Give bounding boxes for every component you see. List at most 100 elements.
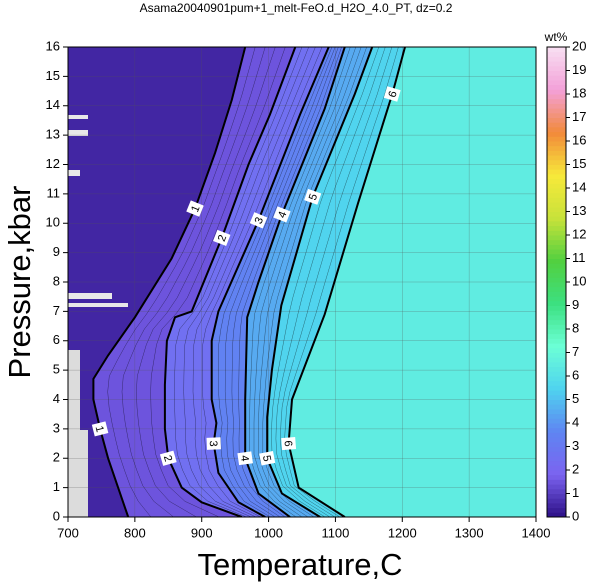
colorbar-tick-label: 5 — [572, 391, 579, 406]
colorbar-cell — [547, 159, 566, 165]
colorbar-cell — [547, 507, 566, 513]
colorbar-cell — [547, 206, 566, 212]
colorbar-cell — [547, 470, 566, 476]
contour-line — [210, 47, 330, 517]
minor-contour — [136, 47, 276, 517]
colorbar-cell — [547, 380, 566, 386]
colorbar-tick-label: 11 — [572, 250, 586, 265]
y-tick-label: 2 — [53, 450, 60, 465]
y-tick-label: 14 — [46, 97, 60, 112]
contour-line — [266, 47, 374, 517]
colorbar-cell — [547, 390, 566, 396]
x-tick-label: 1100 — [321, 525, 349, 540]
colorbar-cell — [547, 173, 566, 180]
colorbar-cell — [547, 441, 566, 447]
colorbar-cell — [547, 155, 566, 161]
minor-contour — [271, 47, 379, 517]
colorbar-cell — [547, 498, 566, 504]
contour-line — [287, 47, 406, 517]
colorbar-cell — [547, 126, 566, 133]
y-tick-label: 1 — [53, 479, 60, 494]
colorbar-cell — [547, 89, 566, 95]
colorbar-cell — [547, 427, 566, 433]
colorbar-tick-label: 20 — [572, 38, 586, 53]
y-tick-label: 0 — [53, 508, 60, 523]
y-tick-label: 16 — [46, 38, 60, 53]
colorbar-cell — [547, 291, 566, 297]
contour-label-bg — [159, 450, 177, 466]
colorbar-cell — [547, 216, 566, 222]
colorbar-cell — [547, 446, 566, 452]
colorbar-cell — [547, 493, 566, 499]
colorbar-cell — [547, 183, 566, 189]
colorbar-tick-label: 4 — [572, 414, 579, 429]
no-data-cell — [68, 115, 88, 119]
colorbar-cell — [547, 230, 566, 236]
minor-contour — [192, 47, 316, 517]
colorbar-cell — [547, 225, 566, 231]
colorbar-cell — [547, 333, 566, 339]
minor-contour — [225, 47, 336, 517]
colorbar-tick-label: 8 — [572, 320, 579, 335]
contour-label-bg — [206, 437, 221, 450]
colorbar-cell — [547, 347, 566, 353]
contour-label: 2 — [216, 233, 229, 243]
colorbar-cell — [547, 455, 566, 462]
colorbar-cell — [547, 272, 566, 278]
colorbar-cell — [547, 70, 566, 76]
colorbar-cell — [547, 310, 566, 316]
colorbar-cell — [547, 61, 566, 67]
colorbar-cell — [547, 408, 566, 415]
colorbar-cell — [547, 75, 566, 81]
contour-label: 5 — [307, 192, 320, 202]
colorbar-tick-label: 14 — [572, 179, 586, 194]
colorbar-cell — [547, 432, 566, 438]
colorbar-cell — [547, 451, 566, 457]
y-tick-label: 11 — [47, 185, 61, 200]
colorbar-cell — [547, 305, 566, 311]
minor-contour — [275, 47, 386, 517]
x-axis-label: Temperature,C — [197, 547, 402, 582]
colorbar-cell — [547, 239, 566, 245]
colorbar-cell — [547, 404, 566, 410]
colorbar-cell — [547, 376, 566, 382]
colorbar-tick-label: 0 — [572, 508, 579, 523]
chart-title: Asama20040901pum+1_melt-FeO.d_H2O_4.0_PT… — [140, 1, 453, 15]
colorbar-cell — [547, 150, 566, 156]
contour-label: 6 — [386, 90, 399, 99]
colorbar-cell — [547, 512, 566, 518]
colorbar-tick-label: 15 — [572, 156, 586, 171]
contour-label-bg — [213, 229, 231, 247]
colorbar-cell — [547, 300, 566, 306]
colorbar-cell — [547, 258, 566, 264]
colorbar-cell — [547, 314, 566, 321]
colorbar-cell — [547, 267, 566, 274]
colorbar-cell — [547, 474, 566, 480]
colorbar-tick-label: 19 — [572, 62, 586, 77]
colorbar-cell — [547, 56, 566, 62]
colorbar-cell — [547, 103, 566, 109]
colorbar-cell — [547, 286, 566, 292]
colorbar-cell — [547, 253, 566, 259]
x-tick-label: 1000 — [254, 525, 283, 540]
y-tick-label: 6 — [53, 332, 60, 347]
colorbar-cell — [547, 145, 566, 151]
colorbar-tick-label: 7 — [572, 344, 579, 359]
colorbar-cell — [547, 131, 566, 137]
contour-label-bg — [304, 188, 322, 205]
colorbar-cell — [547, 385, 566, 391]
y-tick-label: 8 — [53, 273, 60, 288]
minor-contour — [121, 47, 266, 517]
axes: 700 800 900 1000 1100 1200 1300 140001234567891… — [46, 38, 551, 540]
colorbar-cell — [547, 84, 566, 90]
contour-label: 4 — [238, 455, 251, 463]
contour-line — [244, 47, 346, 517]
colorbar-tick-label: 18 — [572, 85, 586, 100]
colorbar-cell — [547, 361, 566, 368]
colorbar-cell — [547, 112, 566, 118]
minor-contour — [238, 47, 342, 517]
y-axis-label: Pressure,kbar — [2, 186, 37, 379]
colorbar-tick-label: 6 — [572, 367, 579, 382]
